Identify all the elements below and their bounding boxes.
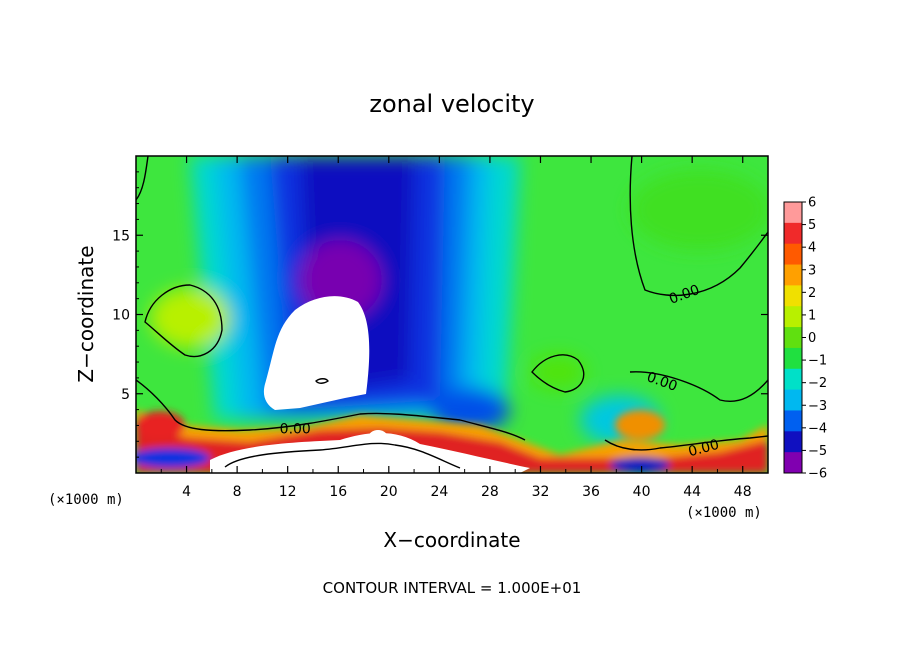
y-tick-label: 15 xyxy=(112,228,130,244)
x-tick-label: 16 xyxy=(329,484,347,500)
contour-lines xyxy=(136,156,768,469)
colorbar-label: −5 xyxy=(808,444,827,459)
colorbar-label: −1 xyxy=(808,354,827,369)
y-axis-label: Z−coordinate xyxy=(74,245,98,382)
x-axis-label: X−coordinate xyxy=(383,528,520,552)
colorbar-label: 3 xyxy=(808,263,816,278)
colorbar-swatch xyxy=(784,452,802,474)
colorbar-swatch xyxy=(784,264,802,286)
x-tick-label: 24 xyxy=(430,484,448,500)
colorbar-swatch xyxy=(784,368,802,391)
colorbar-swatch xyxy=(784,285,802,307)
colorbar-label: −3 xyxy=(808,399,827,414)
colorbar-label: −2 xyxy=(808,376,827,391)
colorbar-label: 4 xyxy=(808,241,816,256)
x-tick-label: 12 xyxy=(279,484,297,500)
colorbar-label: 1 xyxy=(808,308,816,323)
colorbar-label: 2 xyxy=(808,286,816,301)
x-tick-label: 32 xyxy=(532,484,550,500)
colorbar-swatch xyxy=(784,243,802,266)
contour-label: 0.00 xyxy=(687,437,721,461)
x-tick-label: 36 xyxy=(582,484,600,500)
colorbar-swatch xyxy=(784,222,802,245)
x-axis: 4 8 12 16 20 24 28 32 36 40 44 48 xyxy=(160,156,752,500)
chart-title: zonal velocity xyxy=(369,90,534,118)
x-tick-label: 40 xyxy=(633,484,651,500)
x-unit-label-right: (×1000 m) xyxy=(686,505,762,521)
colorbar-label: 6 xyxy=(808,196,816,211)
x-tick-label: 28 xyxy=(481,484,499,500)
x-tick-label: 48 xyxy=(734,484,752,500)
colorbar-swatch xyxy=(784,410,802,432)
x-tick-label: 4 xyxy=(182,484,191,500)
y-tick-label: 10 xyxy=(112,308,130,324)
colorbar-label: 5 xyxy=(808,218,816,233)
x-tick-label: 20 xyxy=(380,484,398,500)
colorbar-label: −6 xyxy=(808,467,827,482)
colorbar-label: 0 xyxy=(808,331,816,346)
colorbar-swatch xyxy=(784,389,802,411)
colorbar-swatch xyxy=(784,306,802,328)
colorbar-swatch xyxy=(784,202,802,224)
contour-interval-text: CONTOUR INTERVAL = 1.000E+01 xyxy=(323,579,582,597)
colorbar-swatch xyxy=(784,347,802,370)
colorbar-label: −4 xyxy=(808,421,827,436)
x-unit-label-left: (×1000 m) xyxy=(48,492,124,508)
colorbar: 6 5 4 3 2 1 0 −1 −2 −3 −4 −5 −6 xyxy=(783,196,827,482)
colorbar-swatch xyxy=(784,327,802,349)
colorbar-swatch xyxy=(784,431,802,453)
y-tick-label: 5 xyxy=(121,387,130,403)
velocity-field xyxy=(136,156,768,473)
x-tick-label: 44 xyxy=(683,484,701,500)
contour-label: 0.00 xyxy=(280,421,311,437)
x-tick-label: 8 xyxy=(233,484,242,500)
y-axis: 5 10 15 xyxy=(112,171,768,458)
